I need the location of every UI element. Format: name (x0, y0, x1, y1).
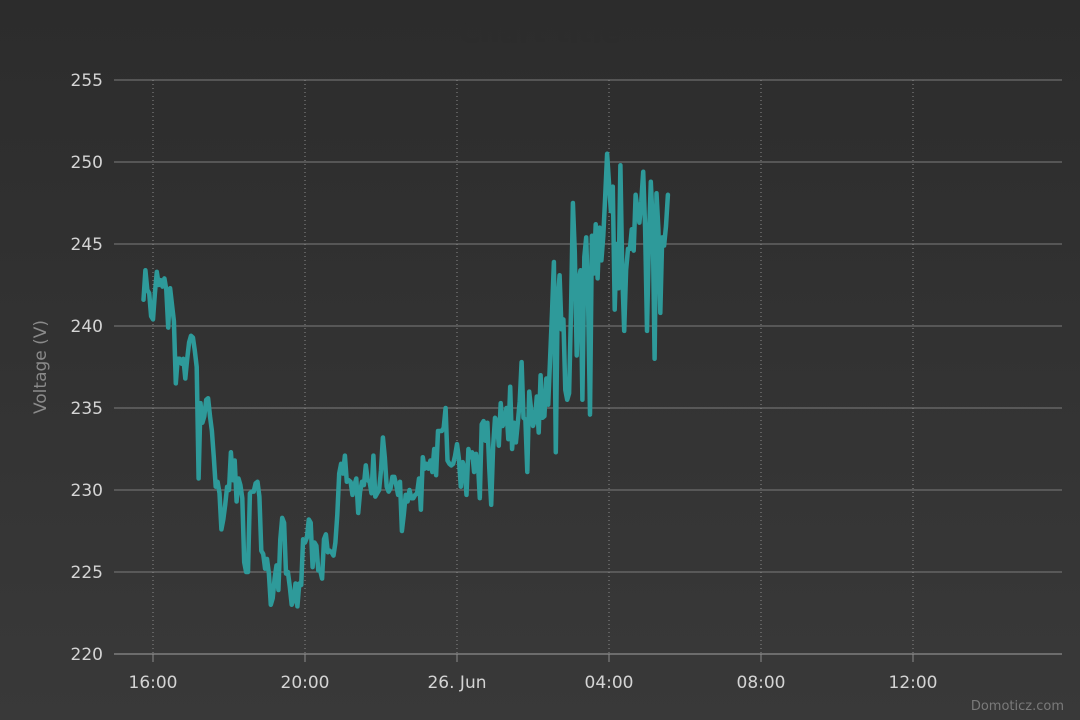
y-tick-label: 220 (71, 645, 103, 665)
y-tick-label: 235 (71, 399, 103, 419)
x-grid: 16:00 20:00 26. Jun 04:00 08:00 12:00 (129, 80, 938, 693)
y-tick-label: 255 (71, 71, 103, 91)
y-tick-label: 245 (71, 235, 103, 255)
credit-link[interactable]: Domoticz.com (970, 699, 1064, 714)
x-tick-label: 12:00 (889, 673, 938, 693)
y-tick-label: 230 (71, 481, 103, 501)
x-tick-label: 20:00 (281, 673, 330, 693)
x-tick-label: 26. Jun (427, 673, 486, 693)
y-axis-title: Voltage (V) (31, 320, 51, 414)
voltage-series-line[interactable] (141, 151, 671, 609)
y-tick-label: 225 (71, 563, 103, 583)
x-tick-label: 08:00 (737, 673, 786, 693)
x-tick-label: 04:00 (585, 673, 634, 693)
x-tick-label: 16:00 (129, 673, 178, 693)
series-group (141, 151, 671, 609)
chart-title: Chart title (459, 16, 620, 49)
y-tick-label: 240 (71, 317, 103, 337)
y-tick-label: 250 (71, 153, 103, 173)
